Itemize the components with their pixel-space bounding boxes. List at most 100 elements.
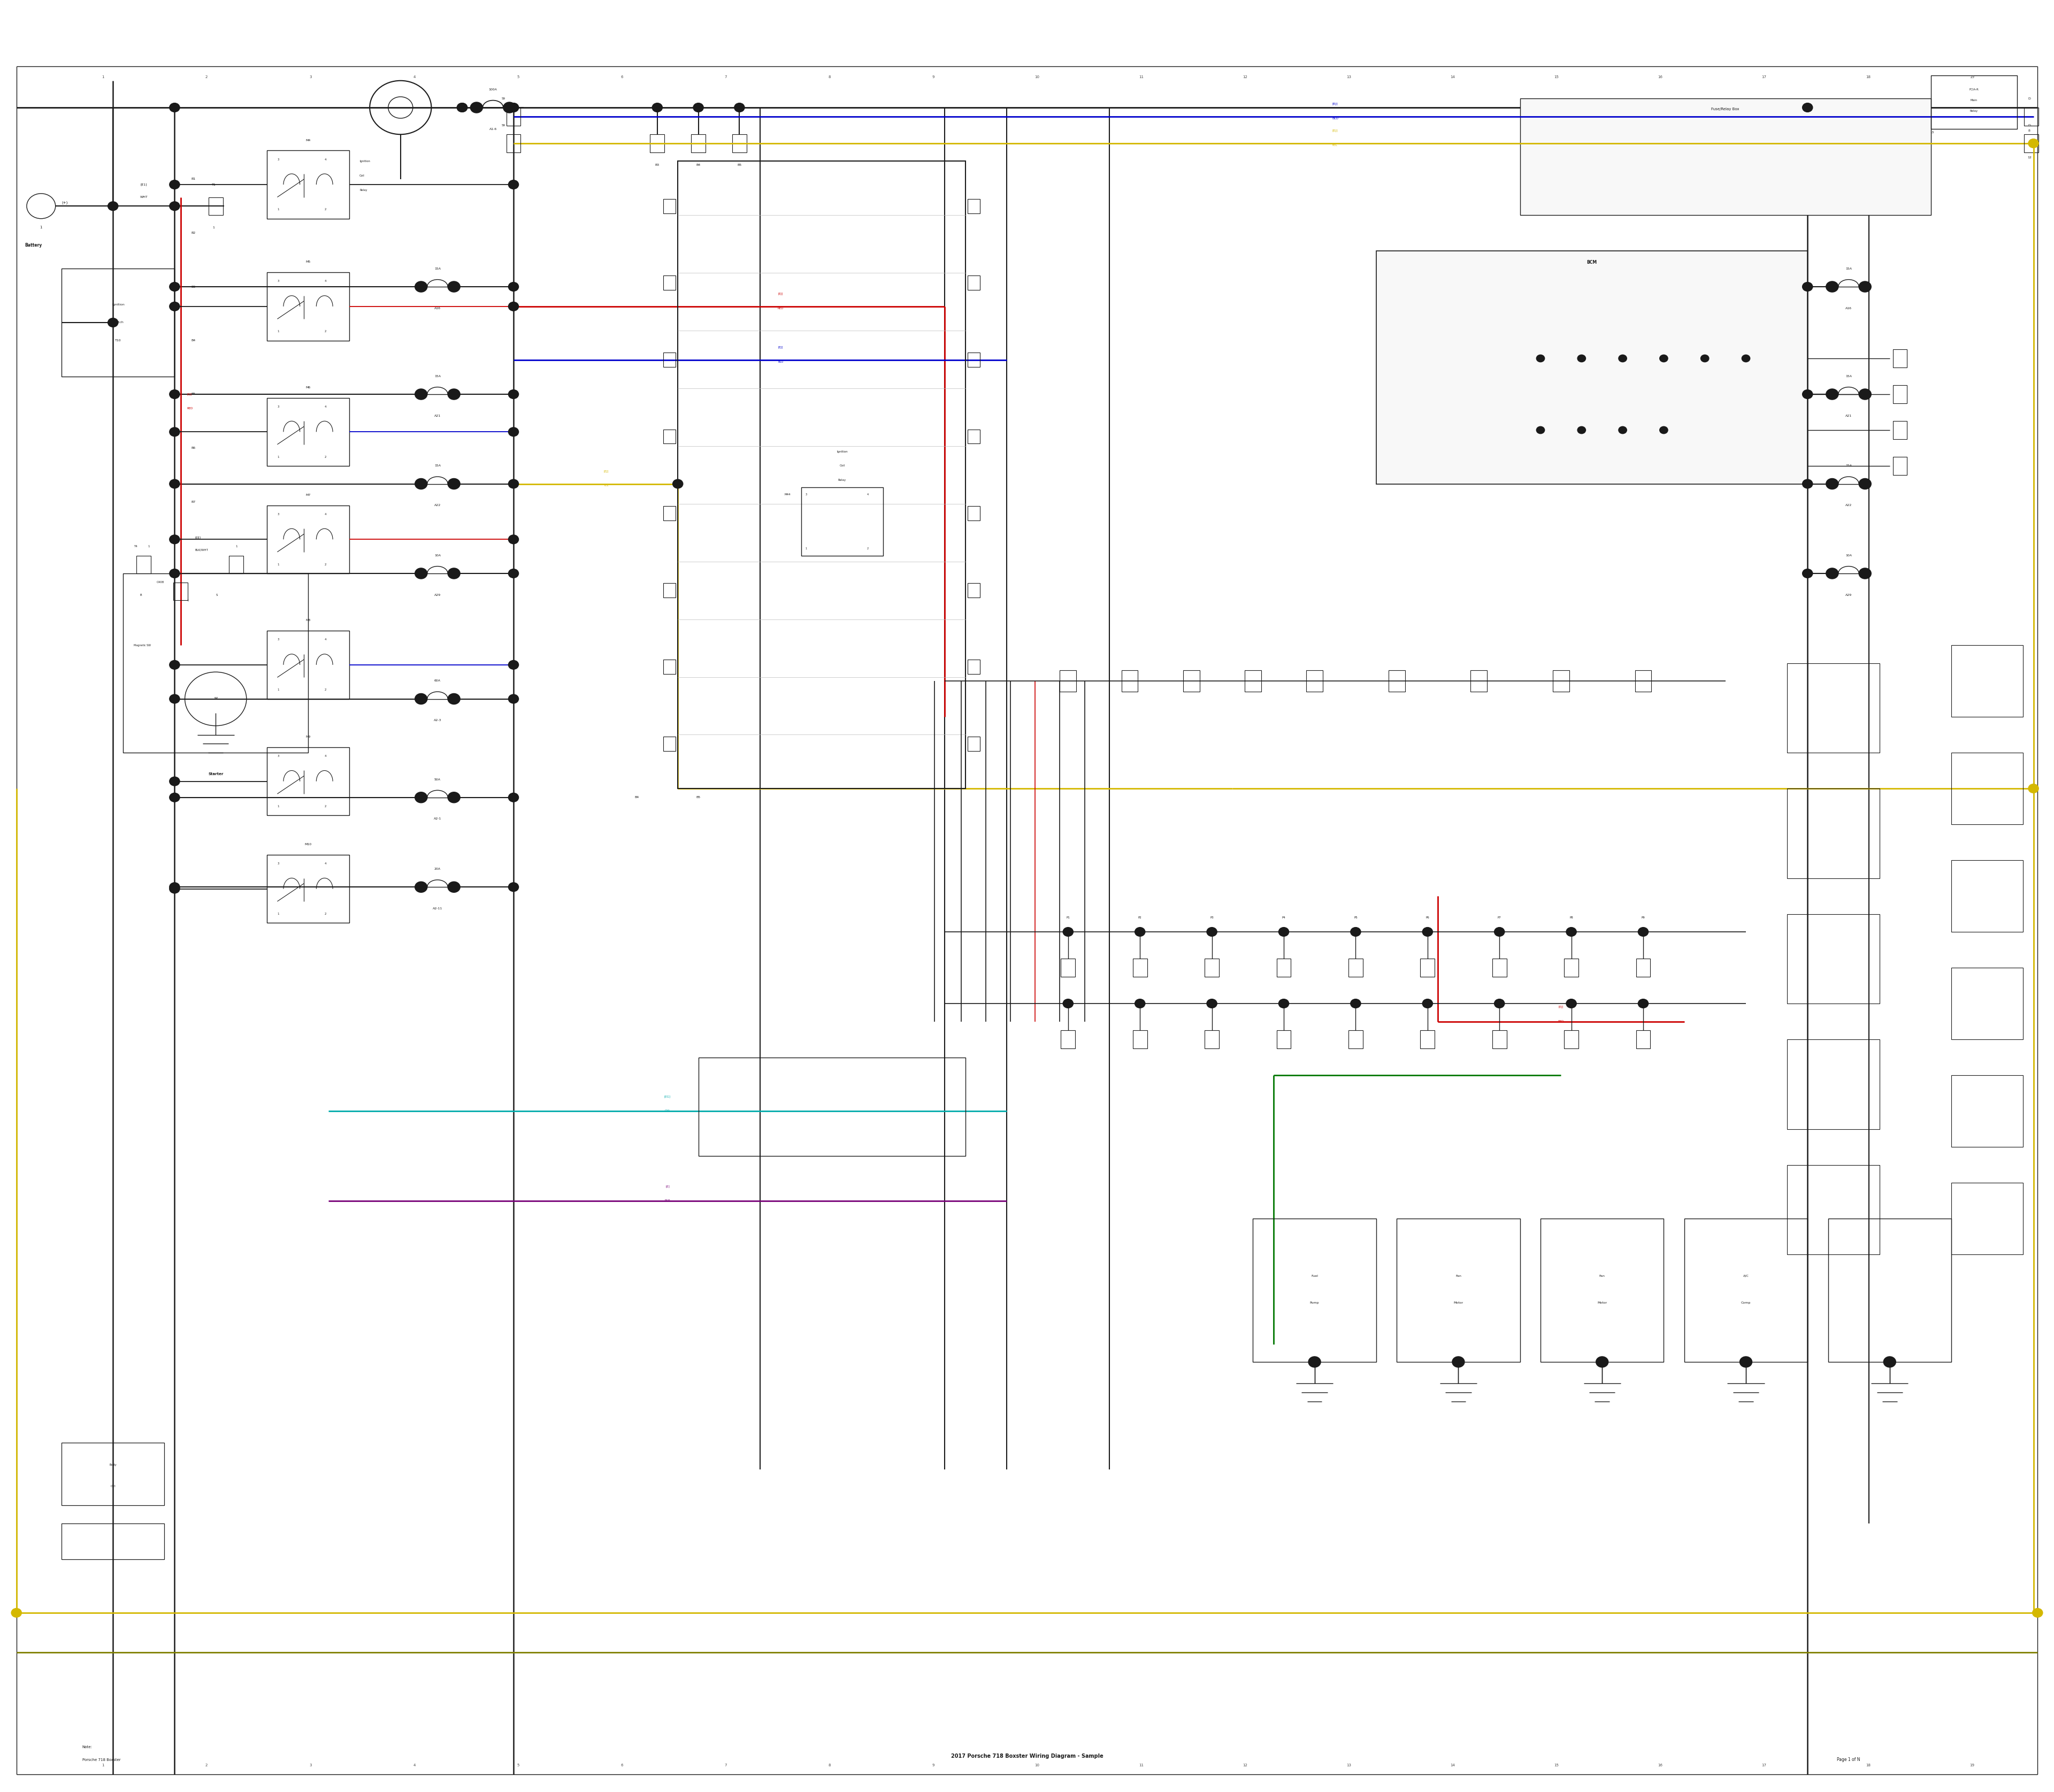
Text: 16: 16 [1658, 1763, 1664, 1767]
Bar [1951, 968, 2023, 1039]
Bar [123, 573, 308, 753]
Text: Porsche 718 Boxster: Porsche 718 Boxster [82, 1758, 121, 1762]
Bar [2025, 134, 2038, 152]
Text: B6: B6 [191, 446, 195, 450]
Text: [EJ]: [EJ] [1333, 102, 1337, 106]
Bar [62, 1443, 164, 1505]
Text: Starter: Starter [207, 772, 224, 776]
Circle shape [168, 570, 181, 577]
Circle shape [1577, 426, 1586, 434]
Bar [267, 505, 349, 573]
Text: 10A: 10A [433, 554, 442, 557]
Bar [1397, 1219, 1520, 1362]
Bar [967, 505, 980, 520]
Bar [1204, 959, 1220, 977]
Text: Fuel: Fuel [1310, 1274, 1319, 1278]
Bar [228, 556, 242, 573]
Text: A/C: A/C [1744, 1274, 1748, 1278]
Bar [967, 737, 980, 751]
Bar [698, 1057, 965, 1156]
Text: YEL: YEL [604, 484, 608, 487]
Circle shape [1308, 1357, 1321, 1367]
Circle shape [415, 694, 427, 704]
Text: 50A: 50A [433, 778, 442, 781]
Text: B4: B4 [635, 796, 639, 799]
Text: Ignition: Ignition [359, 159, 370, 163]
Text: 7: 7 [725, 1763, 727, 1767]
Text: B7: B7 [191, 500, 195, 504]
Circle shape [674, 478, 682, 487]
Text: A2-11: A2-11 [433, 907, 442, 910]
Text: 20A: 20A [433, 867, 442, 871]
Circle shape [509, 694, 518, 702]
Text: 8: 8 [828, 1763, 830, 1767]
Circle shape [1742, 355, 1750, 362]
Text: [EJ]: [EJ] [778, 292, 783, 296]
Circle shape [107, 202, 117, 210]
Text: 15A: 15A [433, 375, 442, 378]
Bar [267, 631, 349, 699]
Bar [1565, 1030, 1580, 1048]
Text: M7: M7 [306, 495, 310, 496]
Circle shape [2027, 783, 2038, 792]
Circle shape [448, 792, 460, 803]
Text: BCM: BCM [1588, 260, 1596, 265]
Circle shape [415, 389, 427, 400]
Bar [1540, 1219, 1664, 1362]
Text: P6: P6 [1425, 916, 1430, 919]
Circle shape [1803, 102, 1812, 111]
Text: 9: 9 [933, 1763, 935, 1767]
Text: P5: P5 [1354, 916, 1358, 919]
Text: M9: M9 [306, 737, 310, 738]
Circle shape [509, 102, 518, 111]
Text: A1-6: A1-6 [489, 127, 497, 131]
Circle shape [509, 391, 518, 400]
Circle shape [509, 281, 518, 290]
Text: 6: 6 [620, 75, 622, 79]
Circle shape [1136, 928, 1146, 935]
Bar [1306, 670, 1323, 692]
Text: 5: 5 [518, 1763, 520, 1767]
Text: YEL: YEL [1333, 143, 1337, 147]
Circle shape [1352, 1000, 1360, 1007]
Circle shape [509, 179, 518, 188]
Text: Magnetic SW: Magnetic SW [134, 643, 150, 647]
Bar [663, 737, 676, 751]
Circle shape [694, 102, 702, 111]
Text: BLU: BLU [778, 360, 783, 364]
Text: RED: RED [187, 407, 193, 410]
Text: [EG]: [EG] [663, 1095, 672, 1098]
Circle shape [168, 303, 181, 312]
Text: 1: 1 [101, 75, 105, 79]
Bar [267, 272, 349, 340]
Circle shape [2027, 140, 2038, 149]
Text: D: D [2027, 97, 2031, 100]
Text: T10: T10 [115, 339, 121, 342]
Bar [731, 134, 748, 152]
Bar [1421, 959, 1434, 977]
Bar [1951, 1183, 2023, 1254]
Circle shape [1565, 928, 1577, 935]
Text: P1: P1 [1066, 916, 1070, 919]
Circle shape [1660, 355, 1668, 362]
Circle shape [1639, 1000, 1647, 1007]
Circle shape [168, 281, 181, 290]
Circle shape [1859, 281, 1871, 292]
Circle shape [168, 202, 181, 210]
Bar [1134, 1030, 1148, 1048]
Text: M5: M5 [306, 262, 310, 263]
Circle shape [1826, 281, 1838, 292]
Circle shape [1619, 426, 1627, 434]
Circle shape [509, 536, 518, 545]
Text: RED: RED [1559, 1020, 1563, 1023]
Circle shape [448, 478, 460, 489]
Bar [1565, 959, 1580, 977]
Text: 14: 14 [1450, 1763, 1454, 1767]
Circle shape [1064, 928, 1072, 935]
Bar [1787, 663, 1879, 753]
Text: 15: 15 [1555, 1763, 1559, 1767]
Circle shape [1803, 478, 1812, 487]
Circle shape [653, 102, 661, 111]
Text: P8: P8 [1569, 916, 1573, 919]
Circle shape [1740, 1357, 1752, 1367]
